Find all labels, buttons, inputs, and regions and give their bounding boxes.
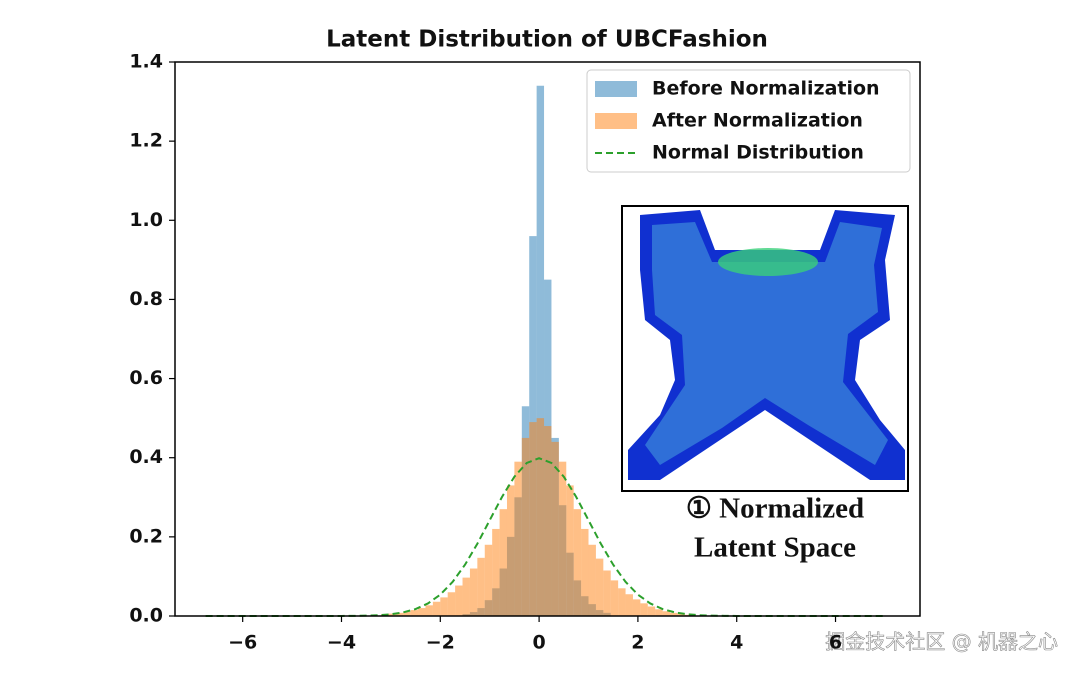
- histogram-bar: [536, 418, 545, 616]
- histogram-bar: [655, 609, 663, 616]
- histogram-bar: [425, 605, 433, 616]
- y-tick-label: 0.0: [129, 605, 163, 627]
- watermark: 掘金技术社区 @ 机器之心: [825, 630, 1058, 654]
- bars: [205, 85, 885, 617]
- histogram-bar: [670, 612, 678, 616]
- inset: ① Normalized Latent Space: [621, 205, 909, 564]
- histogram-bar: [462, 577, 470, 616]
- x-tick-label: −2: [426, 632, 455, 654]
- histogram-bar: [506, 485, 515, 616]
- histogram-bar: [440, 597, 448, 616]
- histogram-bar: [632, 599, 641, 616]
- histogram-bar: [395, 612, 404, 616]
- legend-swatch: [595, 81, 637, 97]
- histogram-bar: [647, 606, 656, 616]
- histogram-bar: [588, 544, 596, 616]
- histogram-bar: [618, 588, 626, 616]
- legend-label: After Normalization: [652, 110, 863, 132]
- legend-swatch: [595, 113, 637, 129]
- histogram-bar: [544, 426, 552, 616]
- inset-highlight: [718, 248, 818, 276]
- histogram-bar: [536, 85, 545, 616]
- y-tick-label: 1.4: [129, 51, 163, 73]
- legend-label: Normal Distribution: [652, 142, 864, 164]
- x-tick-label: 4: [730, 632, 743, 654]
- histogram-bar: [581, 528, 589, 616]
- histogram-bar: [558, 461, 567, 616]
- histogram-bar: [492, 528, 500, 616]
- y-tick-label: 0.8: [129, 288, 163, 310]
- y-tick-label: 1.0: [129, 209, 163, 231]
- x-tick-label: 0: [532, 632, 545, 654]
- y-tick-label: 1.2: [129, 130, 163, 152]
- histogram-bar: [551, 441, 559, 616]
- plot-frame: [174, 61, 921, 617]
- normal-curve: [205, 457, 885, 617]
- x-tick-label: 6: [829, 632, 842, 654]
- histogram-bar: [410, 610, 419, 616]
- histogram-bar: [447, 592, 456, 616]
- inset-caption: Latent Space: [694, 532, 856, 564]
- y-tick-label: 0.4: [129, 446, 163, 468]
- x-tick-label: 2: [631, 632, 644, 654]
- histogram-bar: [625, 594, 633, 616]
- histogram-bar: [521, 437, 530, 616]
- y-tick-label: 0.6: [129, 367, 163, 389]
- histogram-bar: [595, 558, 604, 616]
- histogram-bar: [529, 422, 537, 616]
- histogram-bar: [499, 509, 507, 616]
- histogram-bar: [432, 601, 441, 616]
- legend-box: [586, 69, 911, 173]
- histogram-bar: [469, 568, 478, 616]
- histogram-bar: [610, 580, 619, 616]
- histogram-bar: [662, 611, 671, 616]
- histogram-bar: [640, 603, 648, 616]
- histogram-bar: [573, 509, 582, 616]
- histogram-bar: [403, 611, 411, 616]
- chart-title: Latent Distribution of UBCFashion: [326, 27, 768, 53]
- histogram-bar: [603, 570, 611, 616]
- legend-label: Before Normalization: [652, 78, 880, 100]
- histogram-bar: [455, 585, 463, 616]
- histogram-bar: [514, 461, 522, 616]
- inset-shape: [645, 222, 888, 465]
- y-tick-label: 0.2: [129, 525, 163, 547]
- x-tick-label: −4: [327, 632, 356, 654]
- histogram-bar: [388, 613, 396, 616]
- histogram-bar: [477, 557, 485, 616]
- histogram-bar: [566, 485, 574, 616]
- histogram-bar: [484, 544, 493, 616]
- x-tick-label: −6: [228, 632, 257, 654]
- histogram-bar: [418, 608, 426, 616]
- inset-caption: ① Normalized: [686, 493, 864, 525]
- histogram-bar: [677, 614, 685, 616]
